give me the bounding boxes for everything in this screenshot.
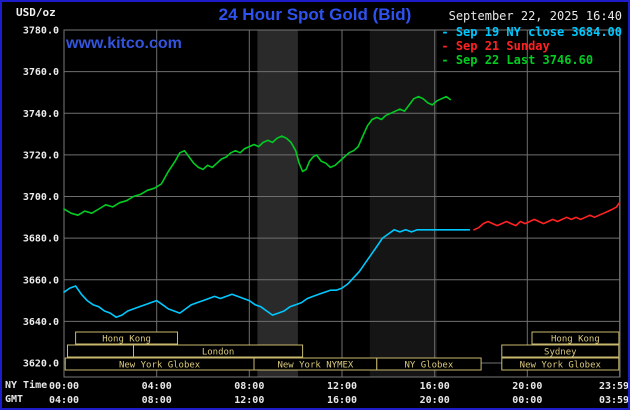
- session-box: [133, 344, 304, 358]
- x-axis-tick-ny: 20:00: [512, 381, 542, 392]
- x-axis-tick-ny: 04:00: [142, 381, 172, 392]
- y-axis-tick: 3740.0: [23, 109, 59, 120]
- price-line: [63, 95, 452, 216]
- session-box: [75, 331, 178, 345]
- x-axis-tick-gmt: 12:00: [234, 395, 264, 406]
- session-box: [501, 344, 620, 358]
- session-shade-band: [257, 30, 298, 377]
- x-axis-tick-gmt: 20:00: [420, 395, 450, 406]
- session-label: Hong Kong: [102, 335, 151, 345]
- chart-legend: - Sep 19 NY close 3684.00 - Sep 21 Sunda…: [441, 25, 622, 67]
- price-line: [63, 229, 471, 319]
- kitco-website-link[interactable]: www.kitco.com: [66, 35, 182, 52]
- session-box: [501, 357, 620, 371]
- session-label: London: [202, 348, 235, 358]
- x-axis-tick-ny: 08:00: [234, 381, 264, 392]
- gmt-axis-label: GMT: [5, 394, 24, 405]
- session-box: [67, 344, 134, 358]
- x-axis-tick-ny: 16:00: [420, 381, 450, 392]
- x-axis-tick-gmt: 08:00: [142, 395, 172, 406]
- session-shade-band: [369, 30, 437, 377]
- session-label: New York Globex: [119, 361, 201, 371]
- x-axis-tick-ny: 23:59: [599, 381, 629, 392]
- legend-item-sep19-close: - Sep 19 NY close 3684.00: [441, 25, 622, 39]
- price-line: [473, 201, 621, 231]
- session-label: New York Globex: [520, 361, 602, 371]
- session-box: [531, 331, 620, 345]
- y-axis-tick: 3640.0: [23, 317, 59, 328]
- y-axis-tick: 3780.0: [23, 26, 59, 37]
- y-axis-tick: 3700.0: [23, 192, 59, 203]
- legend-item-sep22-last: - Sep 22 Last 3746.60: [441, 53, 594, 67]
- x-axis-tick-ny: 12:00: [327, 381, 357, 392]
- session-label: NY Globex: [405, 361, 454, 371]
- unit-label: USD/oz: [16, 6, 56, 19]
- x-axis-tick-gmt: 16:00: [327, 395, 357, 406]
- x-axis-tick-ny: 00:00: [49, 381, 79, 392]
- legend-item-sep21-sunday: - Sep 21 Sunday: [441, 39, 550, 53]
- x-axis-tick-gmt: 04:00: [49, 395, 79, 406]
- y-axis-tick: 3680.0: [23, 234, 59, 245]
- y-axis-tick: 3620.0: [23, 359, 59, 370]
- x-axis-tick-gmt: 03:59: [599, 395, 629, 406]
- ny-time-axis-label: NY Time: [5, 380, 48, 391]
- x-axis-tick-gmt: 00:00: [512, 395, 542, 406]
- session-label: Sydney: [544, 348, 577, 358]
- session-label: New York NYMEX: [277, 361, 353, 371]
- y-axis-tick: 3660.0: [23, 275, 59, 286]
- session-box: [376, 357, 482, 371]
- y-axis-tick: 3760.0: [23, 67, 59, 78]
- plot-border: [63, 29, 621, 378]
- datetime-label: September 22, 2025 16:40: [448, 9, 622, 23]
- session-label: Hong Kong: [551, 335, 600, 345]
- y-axis-tick: 3720.0: [23, 150, 59, 161]
